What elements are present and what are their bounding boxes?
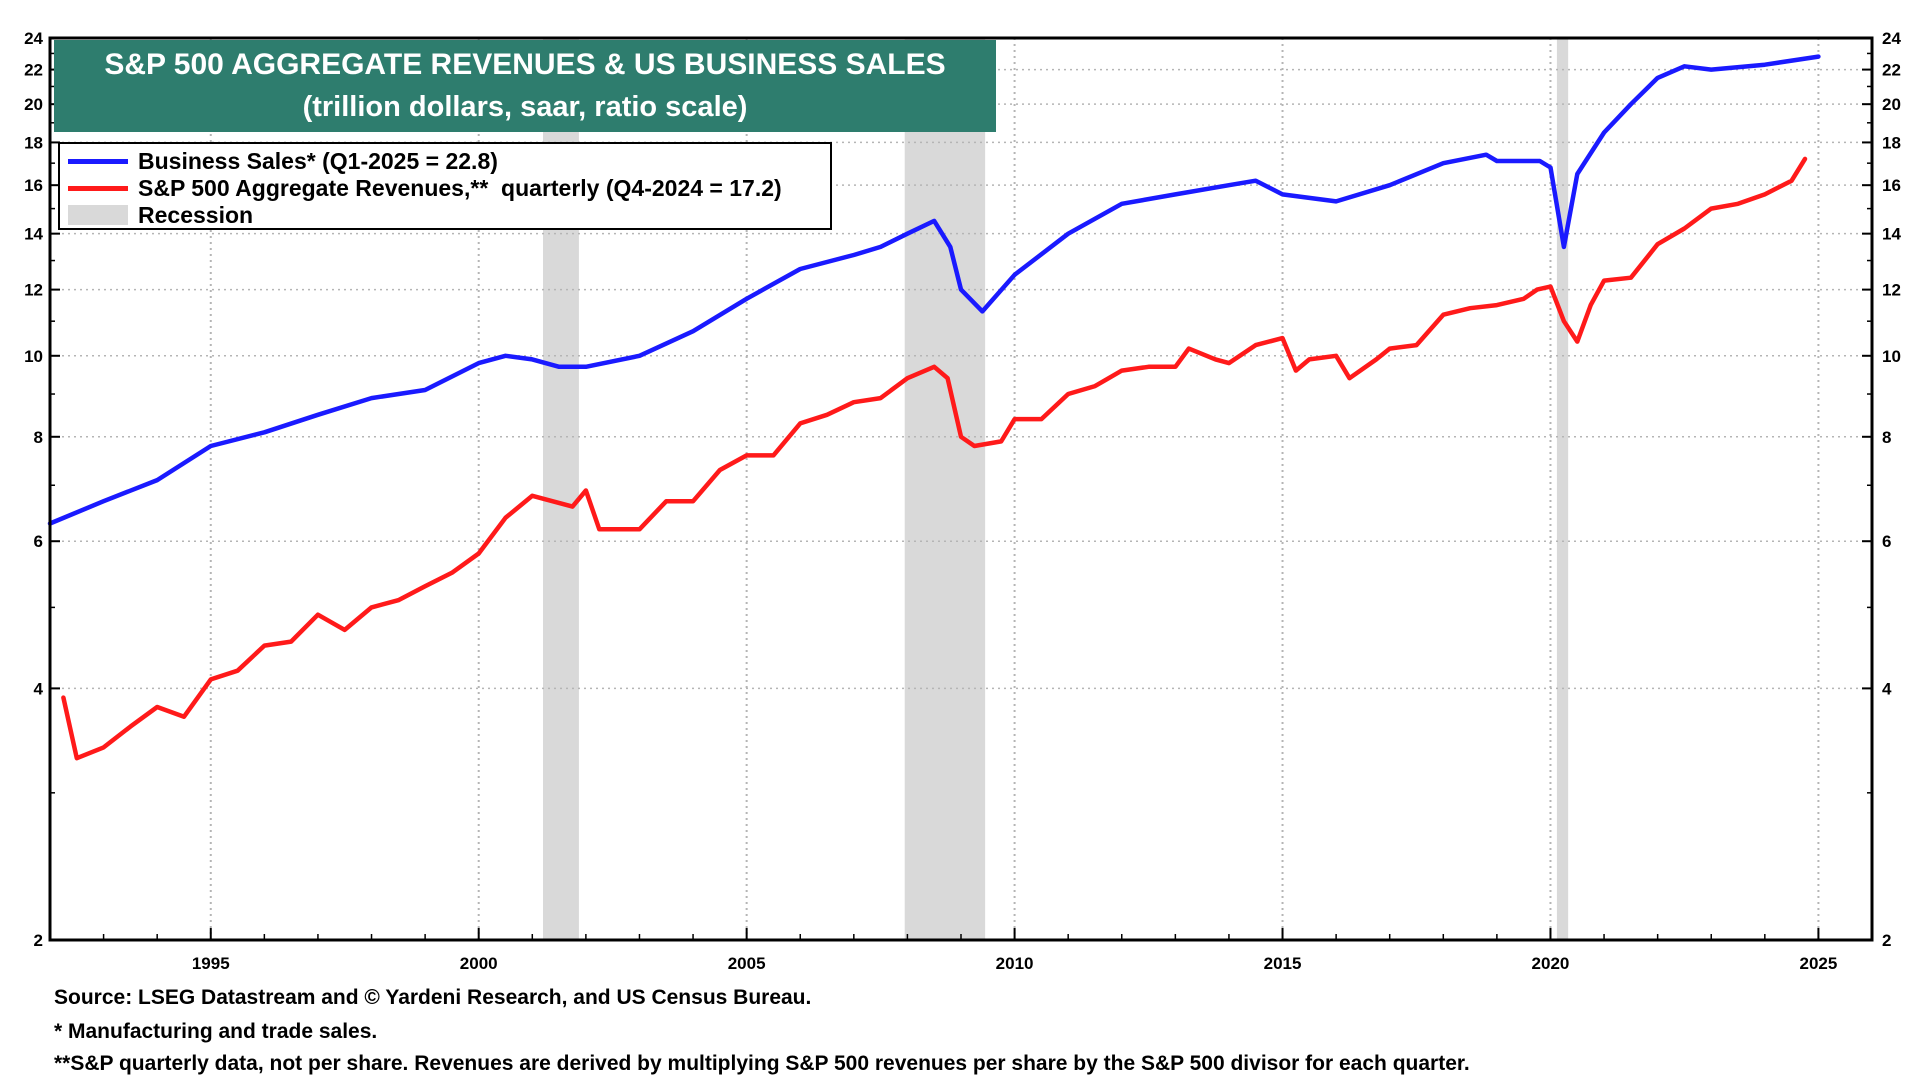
- footnote-source: Source: LSEG Datastream and © Yardeni Re…: [54, 986, 812, 1009]
- footnote-sp500: **S&P quarterly data, not per share. Rev…: [54, 1052, 1470, 1075]
- chart-title: S&P 500 AGGREGATE REVENUES & US BUSINESS…: [104, 48, 946, 81]
- legend-item-business-sales: Business Sales* (Q1-2025 = 22.8): [68, 148, 498, 174]
- series-line-business-sales: [47, 54, 1821, 526]
- gridlines: [50, 38, 1872, 940]
- x-tick-label-2025: 2025: [1799, 954, 1837, 973]
- y-tick-label-left-14: 14: [24, 225, 43, 244]
- legend-item-sp500-revenues: S&P 500 Aggregate Revenues,** quarterly …: [68, 175, 782, 201]
- y-tick-label-right-2: 2: [1882, 931, 1891, 950]
- legend-item-recession: Recession: [68, 202, 253, 228]
- x-tick-label-2015: 2015: [1264, 954, 1302, 973]
- y-tick-label-right-6: 6: [1882, 532, 1891, 551]
- y-tick-label-left-18: 18: [24, 133, 43, 152]
- y-tick-label-left-12: 12: [24, 281, 43, 300]
- recession-band-2: [1556, 38, 1569, 940]
- y-tick-label-right-14: 14: [1882, 225, 1901, 244]
- chart-subtitle: (trillion dollars, saar, ratio scale): [302, 91, 748, 123]
- y-tick-label-right-18: 18: [1882, 133, 1901, 152]
- y-tick-label-left-24: 24: [24, 29, 43, 48]
- x-axis: 1995 2000 2005 2010 2015 2020 2025: [49, 928, 1873, 973]
- y-tick-label-left-16: 16: [24, 176, 43, 195]
- y-tick-label-right-24: 24: [1882, 29, 1901, 48]
- x-tick-label-2020: 2020: [1532, 954, 1570, 973]
- y-tick-label-left-2: 2: [34, 931, 43, 950]
- y-tick-label-left-22: 22: [24, 61, 43, 80]
- footnote-business-sales: * Manufacturing and trade sales.: [54, 1020, 378, 1043]
- x-tick-label-2000: 2000: [460, 954, 498, 973]
- legend-swatch-recession: [68, 205, 128, 225]
- y-tick-label-right-22: 22: [1882, 61, 1901, 80]
- y-tick-label-right-10: 10: [1882, 347, 1901, 366]
- legend-label-recession: Recession: [138, 201, 254, 228]
- y-tick-label-right-12: 12: [1882, 281, 1901, 300]
- y-tick-label-right-20: 20: [1882, 95, 1901, 114]
- legend-label-business-sales: Business Sales* (Q1-2025 = 22.8): [138, 147, 498, 174]
- chart-title-box: S&P 500 AGGREGATE REVENUES & US BUSINESS…: [54, 40, 996, 132]
- series-line-sp500-revenues: [61, 156, 1808, 761]
- y-tick-label-left-10: 10: [24, 347, 43, 366]
- legend-swatch-sp500-revenues: [68, 185, 128, 191]
- legend-label-sp500-revenues: S&P 500 Aggregate Revenues,** quarterly …: [138, 174, 782, 201]
- y-tick-label-left-6: 6: [34, 532, 43, 551]
- x-tick-label-1995: 1995: [192, 954, 230, 973]
- y-tick-label-left-20: 20: [24, 95, 43, 114]
- x-tick-label-2005: 2005: [728, 954, 766, 973]
- y-tick-label-right-4: 4: [1882, 679, 1892, 698]
- series-lines: [47, 54, 1821, 761]
- legend: Business Sales* (Q1-2025 = 22.8) S&P 500…: [58, 142, 832, 230]
- legend-swatch-business-sales: [68, 158, 128, 164]
- y-tick-label-right-16: 16: [1882, 176, 1901, 195]
- x-tick-label-2010: 2010: [996, 954, 1034, 973]
- y-tick-label-right-8: 8: [1882, 428, 1891, 447]
- y-tick-label-left-4: 4: [34, 679, 44, 698]
- y-tick-label-left-8: 8: [34, 428, 43, 447]
- recession-band-1: [904, 38, 986, 940]
